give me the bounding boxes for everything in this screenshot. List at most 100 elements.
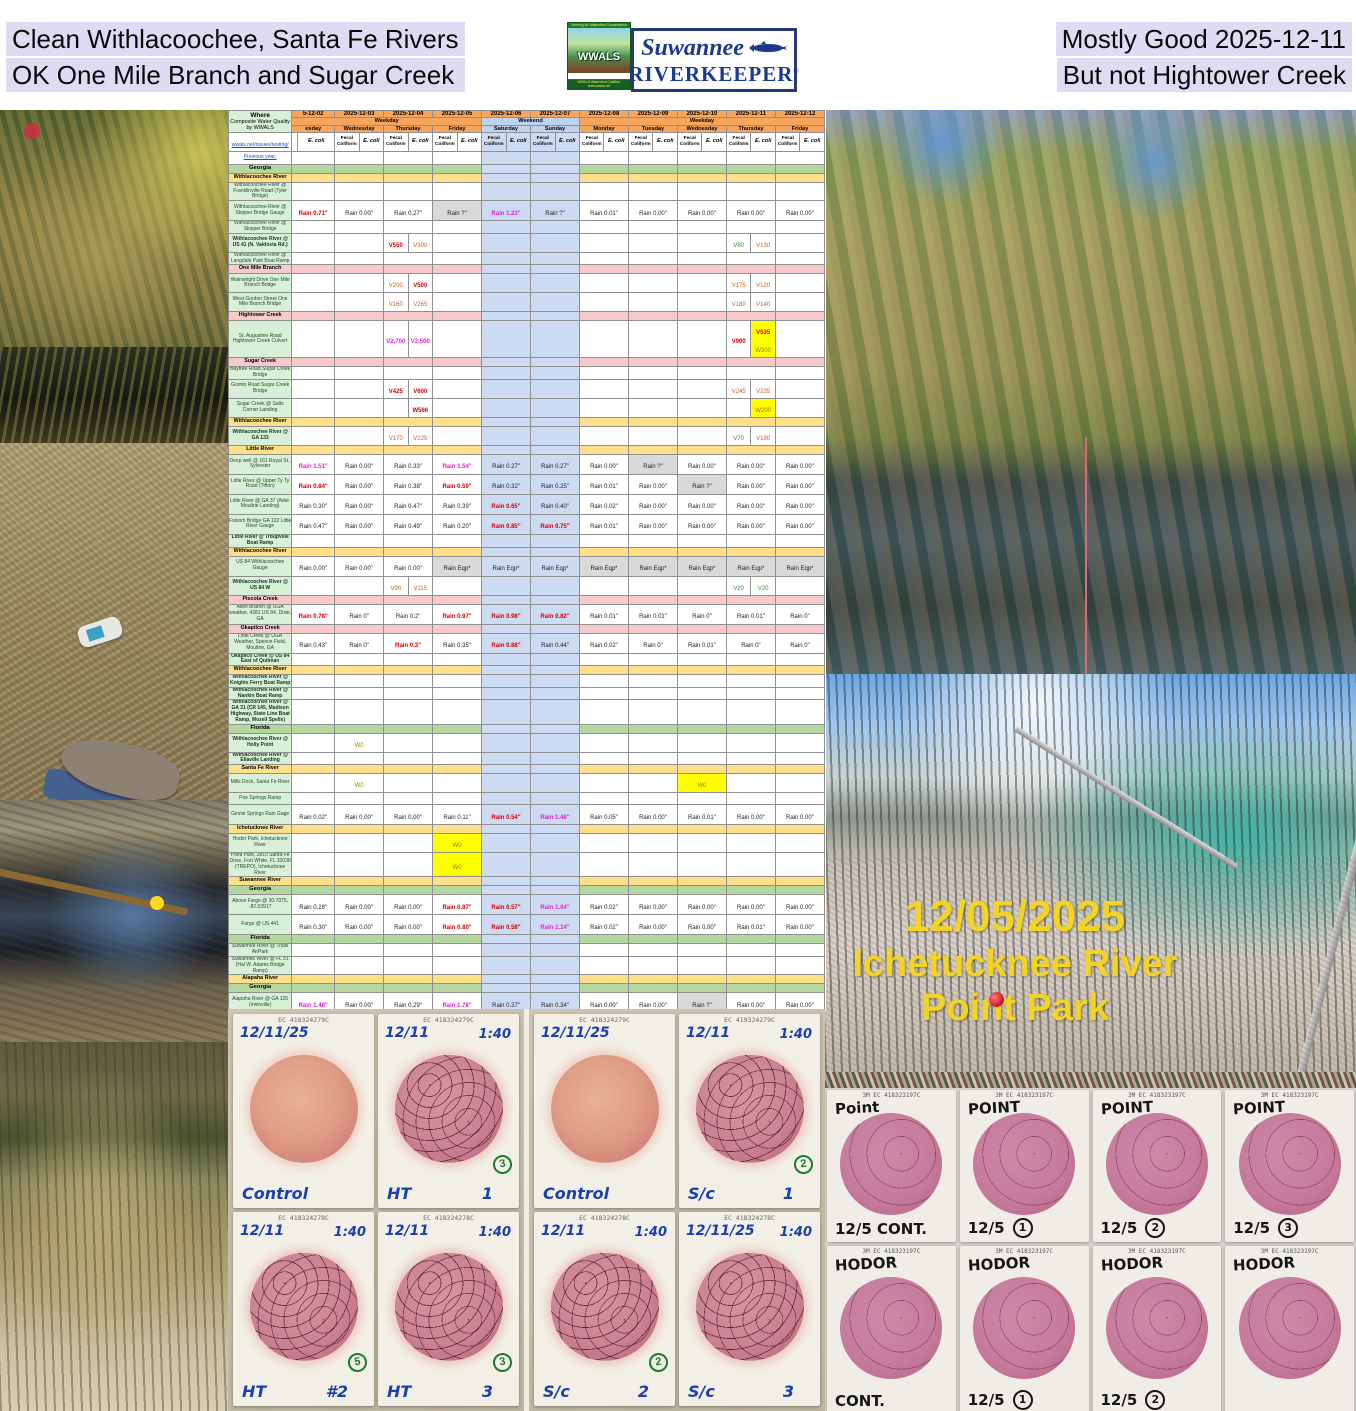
section-fill-cell bbox=[579, 764, 629, 775]
value-cell: Rain 0" bbox=[627, 632, 678, 654]
empty-cell bbox=[291, 425, 336, 446]
where-subtitle: Composite Water Quality bbox=[230, 119, 290, 125]
date-header: 2025-12-09 bbox=[627, 110, 678, 119]
period-weekend: Weekend bbox=[481, 117, 580, 126]
testing-link[interactable]: wwals.net/issues/testing/ bbox=[231, 141, 289, 148]
day-header: Wednesday bbox=[676, 124, 727, 133]
value-cell: Rain 0.01" bbox=[579, 473, 629, 495]
measurement-value: Rain 0.00" bbox=[786, 484, 814, 491]
table-row: Little Creek @ UGA Weather, Spence Field… bbox=[228, 632, 826, 654]
section-fill-cell bbox=[774, 764, 826, 775]
empty-cell bbox=[334, 852, 385, 878]
empty-cell bbox=[481, 751, 532, 766]
fecal-value-cell: V70 bbox=[725, 425, 752, 446]
measurement-value: Rain Eqp* bbox=[639, 566, 667, 573]
handwritten-time: 1:40 bbox=[478, 1225, 511, 1240]
section-fill-cell bbox=[725, 594, 776, 605]
photo-rocky-creek-boom bbox=[0, 800, 228, 1042]
section-label: Sugar Creek bbox=[228, 357, 293, 368]
empty-cell bbox=[676, 792, 727, 806]
station-label: Gornto Road Sugar Creek Bridge bbox=[228, 378, 293, 399]
empty-cell bbox=[725, 674, 776, 688]
value-cell: Rain 0.75" bbox=[530, 513, 580, 535]
ecoli-value: V20 bbox=[757, 585, 769, 592]
section-fill-cell bbox=[383, 974, 434, 985]
where-by: by WWALS bbox=[246, 125, 274, 132]
empty-cell bbox=[725, 366, 776, 380]
value-cell: Rain 0.87" bbox=[432, 894, 483, 916]
empty-cell bbox=[627, 792, 678, 806]
photo-autumn-creek bbox=[0, 110, 228, 347]
section-fill-cell bbox=[383, 264, 434, 275]
section-fill-cell bbox=[383, 311, 434, 322]
empty-cell bbox=[676, 251, 727, 266]
measurement-value: Rain 0.2" bbox=[395, 614, 421, 621]
value-cell: Rain 0.01" bbox=[725, 914, 776, 936]
section-fill-cell bbox=[530, 764, 580, 775]
section-fill-cell bbox=[383, 444, 434, 455]
photo-caption-date: 12/05/2025 bbox=[904, 892, 1126, 941]
ecoli-value-cell: W566 bbox=[407, 397, 434, 418]
plate-lot-code: 3M EC 418323197C bbox=[1127, 1092, 1186, 1099]
value-cell: Rain 0.82" bbox=[530, 603, 580, 625]
ecoli-value-cell: V535 W300 bbox=[750, 320, 776, 359]
section-label: Santa Fe River bbox=[228, 764, 293, 775]
section-label: Suwannee River bbox=[228, 876, 293, 887]
station-label: Little River @ GA 37 (Adel-Moultrie Land… bbox=[228, 493, 293, 515]
empty-cell bbox=[725, 181, 776, 202]
section-fill-cell bbox=[481, 416, 532, 427]
plate-lot-code: EC 418324279C bbox=[579, 1016, 630, 1024]
table-row: Withlacoochee River @ Knights Ferry Boat… bbox=[228, 674, 826, 688]
empty-cell bbox=[676, 425, 727, 446]
empty-cell bbox=[291, 320, 336, 359]
handwritten-site: S/c bbox=[543, 1382, 570, 1401]
fecal-value-cell: V2,700 bbox=[383, 320, 409, 359]
empty-cell bbox=[334, 575, 385, 596]
section-fill-cell bbox=[676, 983, 727, 994]
section-fill-cell bbox=[432, 264, 483, 275]
empty-cell bbox=[774, 232, 826, 253]
station-label: Hodor Park, Ichetucknee River bbox=[228, 833, 293, 854]
empty-cell bbox=[383, 220, 434, 234]
measurement-value: Rain 0.54" bbox=[491, 814, 521, 821]
empty-cell bbox=[579, 652, 629, 667]
measurement-value: Rain 0.87" bbox=[442, 904, 472, 911]
handwritten-date: 12/5 bbox=[1100, 1391, 1138, 1409]
previous-year-link[interactable]: Previous year: bbox=[243, 153, 277, 160]
empty-cell bbox=[291, 943, 336, 957]
petri-plate bbox=[840, 1276, 943, 1379]
empty-cell bbox=[530, 943, 580, 957]
empty-cell bbox=[291, 181, 336, 202]
value-cell: Rain 1.48" bbox=[291, 992, 336, 1010]
empty-cell bbox=[291, 792, 336, 806]
fecal-value: V90 bbox=[390, 585, 402, 592]
measurement-value: Rain 0" bbox=[692, 614, 712, 621]
ecoli-header: E. coli bbox=[407, 131, 434, 152]
value-cell: Rain Eqp* bbox=[579, 555, 629, 577]
table-row: Little River @ GA 37 (Adel-Moultrie Land… bbox=[228, 493, 826, 515]
empty-cell bbox=[627, 732, 678, 753]
measurement-value: Rain ?" bbox=[447, 210, 467, 217]
handrail bbox=[1014, 726, 1238, 870]
value-cell: Rain 0.00" bbox=[725, 200, 776, 222]
fecal-coliform-header: Fecal Coliform bbox=[432, 131, 458, 152]
empty-cell bbox=[481, 251, 532, 266]
empty-cell bbox=[530, 150, 580, 165]
section-fill-cell bbox=[627, 824, 678, 835]
value-cell: Rain 0.00" bbox=[291, 555, 336, 577]
empty-cell bbox=[334, 292, 385, 313]
ecoli-header: E. coli bbox=[554, 131, 580, 152]
section-fill-cell bbox=[291, 824, 336, 835]
petri-plate bbox=[249, 1252, 358, 1361]
measurement-value: Rain 0.38" bbox=[394, 484, 422, 491]
handwritten-number: 3 bbox=[481, 1382, 493, 1401]
table-row: Alapaha River @ GA 125 (Irwinville) Rain … bbox=[228, 992, 826, 1010]
table-row: Santa Fe River bbox=[228, 764, 826, 775]
table-row: Hodor Park, Ichetucknee River W0 bbox=[228, 833, 826, 854]
fecal-coliform-header: Fecal Coliform bbox=[530, 131, 556, 152]
empty-cell bbox=[530, 378, 580, 399]
empty-cell bbox=[530, 366, 580, 380]
petri-plate bbox=[1105, 1276, 1208, 1379]
section-fill-cell bbox=[627, 723, 678, 734]
photo-caption-river: Ichetucknee River bbox=[852, 943, 1178, 985]
